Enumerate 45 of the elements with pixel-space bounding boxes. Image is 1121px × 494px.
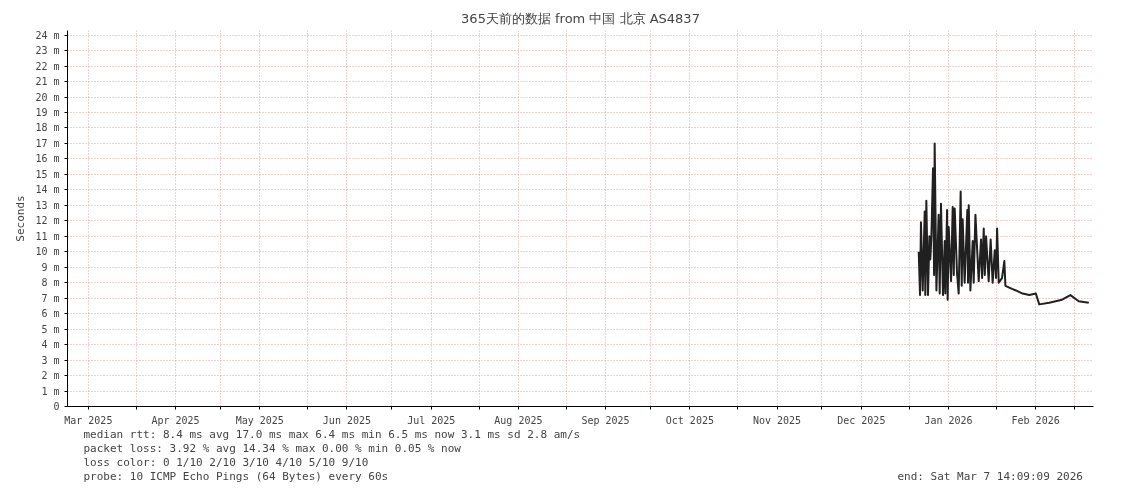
y-tick-label: 20 m — [35, 91, 60, 103]
y-tick-label: 21 m — [35, 76, 60, 88]
x-tick-label: Feb 2026 — [1011, 414, 1060, 426]
y-tick-label: 15 m — [35, 168, 60, 180]
y-tick-label: 0 — [53, 401, 60, 412]
x-tick-label: Mar 2025 — [64, 414, 113, 426]
x-tick-label: Jan 2026 — [924, 414, 973, 426]
y-tick-label: 1 m — [41, 385, 60, 397]
y-tick-label: 24 m — [35, 29, 60, 41]
y-tick-label: 5 m — [41, 323, 60, 335]
chart-title: 365天前的数据 from 中国 北京 AS4837 — [461, 10, 700, 26]
y-tick-label: 6 m — [41, 308, 60, 320]
text: median rtt: 8.4 ms avg 17.0 ms max 6.4 ms min 6.5 ms now 3.1 ms sd 2.8 am/s — [83, 427, 581, 441]
x-tick-label: May 2025 — [235, 414, 284, 426]
y-tick-label: 17 m — [35, 137, 60, 149]
text: packet loss: 3.92 % avg 14.34 % max 0.00 % min 0.05 % now — [83, 441, 462, 455]
y-tick-label: 16 m — [35, 153, 60, 165]
y-tick-label: 14 m — [35, 184, 60, 196]
y-tick-label: 12 m — [35, 215, 60, 227]
y-tick-label: 11 m — [35, 230, 60, 242]
y-tick-label: 13 m — [35, 199, 60, 211]
x-tick-label: Nov 2025 — [752, 414, 802, 426]
y-tick-label: 23 m — [35, 45, 60, 57]
text: loss color: 0 1/10 2/10 3/10 4/10 5/10 9/10 — [83, 455, 369, 469]
x-tick-label: Oct 2025 — [665, 414, 714, 426]
x-tick-label: Sep 2025 — [581, 414, 630, 426]
y-tick-label: 3 m — [41, 354, 60, 366]
x-tick-label: Jul 2025 — [407, 414, 456, 426]
x-tick-label: Apr 2025 — [151, 414, 200, 426]
y-tick-label: 4 m — [41, 339, 60, 351]
y-tick-label: 9 m — [41, 261, 60, 273]
text: probe: 10 ICMP Echo Pings (64 Bytes) every 60s — [83, 469, 389, 483]
x-tick-label: Jun 2025 — [322, 414, 372, 426]
y-axis-title: Seconds — [14, 195, 28, 242]
y-tick-label: 18 m — [35, 122, 60, 134]
y-tick-label: 8 m — [41, 277, 60, 289]
y-tick-label: 22 m — [35, 60, 60, 72]
y-tick-label: 7 m — [41, 292, 60, 304]
x-tick-label: Aug 2025 — [494, 414, 543, 426]
text: end: Sat Mar 7 14:09:09 2026 — [897, 469, 1083, 483]
y-tick-label: 19 m — [35, 107, 60, 119]
y-tick-label: 2 m — [41, 370, 60, 382]
y-tick-label: 10 m — [35, 246, 60, 258]
line-series — [917, 142, 1090, 306]
x-tick-label: Dec 2025 — [837, 414, 886, 426]
